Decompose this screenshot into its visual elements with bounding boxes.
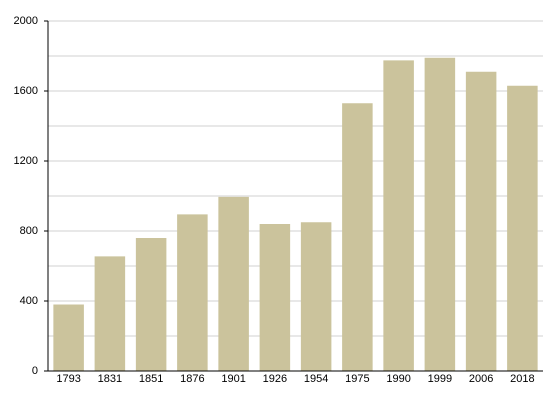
x-tick-label: 1926 [263,373,287,385]
x-tick-label: 1901 [221,373,245,385]
x-tick-label: 1990 [386,373,410,385]
bar [177,214,208,371]
bar [259,224,291,371]
bar [300,222,332,371]
bar [424,57,456,371]
bar [218,196,249,371]
y-tick-label: 2000 [14,15,38,27]
x-tick-label: 1876 [180,373,204,385]
bar [507,85,538,371]
bar [53,304,84,371]
x-tick-label: 1793 [56,373,80,385]
y-tick-label: 1200 [14,155,38,167]
x-tick-label: 1999 [428,373,452,385]
y-tick-label: 400 [20,295,38,307]
x-tick-label: 2006 [469,373,493,385]
bar [94,256,126,371]
bar [135,238,167,371]
bar [342,103,373,371]
x-tick-label: 1954 [304,373,328,385]
y-tick-label: 800 [20,225,38,237]
x-tick-label: 2018 [510,373,534,385]
x-tick-label: 1831 [98,373,122,385]
bar [383,60,414,371]
bar [465,71,497,371]
y-tick-label: 0 [32,365,38,377]
y-tick-label: 1600 [14,85,38,97]
x-tick-label: 1975 [345,373,369,385]
x-tick-label: 1851 [139,373,163,385]
